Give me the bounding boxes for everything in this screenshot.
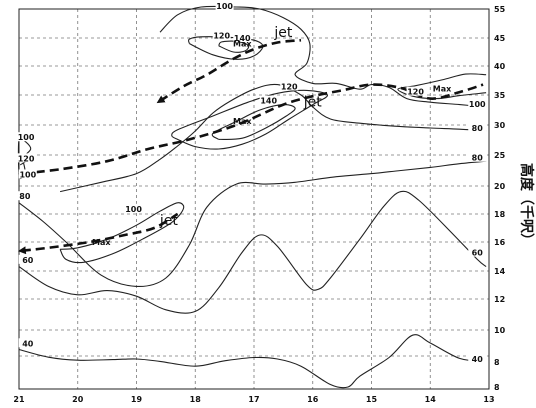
- contour-layer: [17, 5, 487, 389]
- y-tick-label: 16: [494, 238, 506, 247]
- contour-label-bg: [406, 86, 425, 96]
- label-layer: 40 40 60 60 80 80 100 100 120 100 100 100 80 120 140 12…: [15, 1, 487, 364]
- x-tick-label: 17: [248, 395, 259, 404]
- contour-label: 100: [19, 170, 36, 179]
- contour-label-bg: [17, 153, 36, 163]
- contour-line-120: [397, 73, 487, 100]
- y-tick-label: 55: [494, 5, 506, 14]
- contour-label-bg: [15, 191, 34, 201]
- contour-label-bg: [468, 152, 487, 162]
- contour-label: 100: [216, 2, 233, 11]
- contour-label-bg: [468, 123, 487, 133]
- x-tick-label: 21: [13, 395, 25, 404]
- contour-line-120: [187, 36, 264, 60]
- max-label: Max: [433, 85, 452, 94]
- max-label: Max: [233, 117, 252, 126]
- contour-line-100: [59, 202, 185, 264]
- y-tick-label: 30: [494, 121, 506, 130]
- x-tick-label: 16: [307, 395, 319, 404]
- contour-label-bg: [124, 203, 143, 213]
- jet-axis-line: [17, 83, 484, 178]
- y-tick-label: 45: [494, 34, 506, 43]
- contour-label: 120: [407, 88, 424, 97]
- x-tick-label: 13: [483, 395, 494, 404]
- contour-label: 100: [469, 100, 486, 109]
- x-tick-label: 20: [72, 395, 84, 404]
- contour-label: 60: [472, 249, 484, 258]
- y-tick-label: 14: [494, 267, 506, 276]
- x-tick-label: 19: [131, 395, 143, 404]
- y-tick-label: 40: [494, 62, 506, 71]
- jet-axis-line: [17, 212, 179, 255]
- grid-layer: [18, 9, 490, 389]
- contour-label-bg: [18, 169, 37, 179]
- contour-label: 120: [213, 32, 230, 41]
- contour-label-bg: [18, 254, 37, 264]
- y-tick-label: 18: [494, 210, 506, 219]
- contour-label: 100: [18, 133, 35, 142]
- contour-label: 40: [472, 355, 484, 364]
- y-tick-label: 8: [494, 383, 500, 392]
- contour-label: 140: [234, 34, 251, 43]
- contour-line-100: [159, 5, 487, 108]
- contour-line-80: [18, 160, 487, 288]
- axis-layer: 21 20 19 18 17 16 15 14 138810121416182025303540…: [13, 5, 505, 404]
- contour-label: 80: [19, 192, 31, 201]
- contour-label: 40: [22, 339, 34, 348]
- contour-label-bg: [468, 99, 487, 109]
- jet-label: jet: [303, 94, 323, 110]
- x-tick-label: 14: [425, 395, 437, 404]
- contour-label-bg: [18, 338, 37, 348]
- contour-label: 120: [281, 82, 298, 91]
- contour-line-100: [59, 83, 487, 193]
- x-tick-label: 18: [190, 395, 202, 404]
- contour-label-bg: [215, 1, 234, 10]
- contour-label: 140: [260, 97, 277, 106]
- contour-label: 80: [472, 124, 484, 133]
- contour-line-140: [211, 104, 296, 140]
- contour-label-bg: [259, 95, 278, 105]
- y-tick-label: 10: [494, 326, 506, 335]
- contour-label: 80: [472, 154, 484, 163]
- y-tick-label: 35: [494, 91, 506, 100]
- y-axis-title: 高度（千呎）: [518, 163, 535, 247]
- jet-label: jet: [273, 25, 293, 41]
- contour-label-bg: [233, 33, 252, 43]
- max-label: Max: [233, 39, 252, 48]
- contour-label-bg: [468, 247, 487, 257]
- contour-label: 120: [18, 154, 35, 163]
- contour-line-60: [18, 190, 487, 314]
- contour-label-bg: [212, 30, 231, 40]
- contour-line-140: [218, 40, 250, 53]
- contour-label: 60: [22, 256, 34, 265]
- jet-axis-line: [156, 38, 302, 104]
- jet-label: jet: [159, 213, 179, 229]
- contour-label: 100: [125, 205, 142, 214]
- y-tick-label: 8: [494, 358, 500, 367]
- contour-label-bg: [280, 81, 299, 91]
- max-label: Max: [92, 238, 111, 247]
- contour-label-bg: [468, 354, 487, 364]
- y-tick-label: 12: [494, 295, 505, 304]
- contour-line-40: [18, 334, 484, 389]
- y-tick-label: 20: [494, 182, 506, 191]
- jet-layer: [17, 38, 484, 255]
- y-tick-label: 25: [494, 151, 506, 160]
- x-tick-label: 15: [366, 395, 378, 404]
- contour-line-120: [171, 89, 328, 150]
- contour-label-bg: [17, 132, 36, 142]
